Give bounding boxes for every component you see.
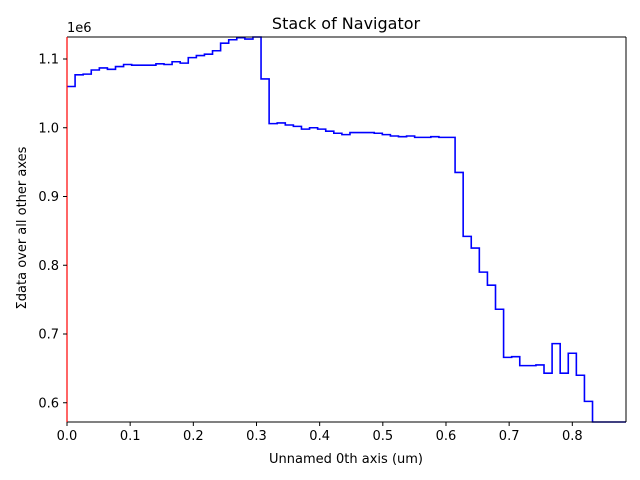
x-tick-label: 0.2 <box>183 429 204 444</box>
y-tick-label: 0.8 <box>38 259 59 274</box>
y-tick-label: 1.0 <box>38 121 59 136</box>
y-axis-label: Σdata over all other axes <box>15 146 30 309</box>
y-axis-ticks: 0.6 0.7 0.8 0.9 1.0 1.1 <box>38 53 67 411</box>
x-tick-label: 0.1 <box>120 429 141 444</box>
x-axis-ticks: 0.0 0.1 0.2 0.3 0.4 0.5 0.6 0.7 0.8 <box>57 422 583 444</box>
axes-spines <box>66 36 627 423</box>
y-offset-label: 1e6 <box>67 21 92 36</box>
x-tick-label: 0.5 <box>372 429 393 444</box>
x-axis-label: Unnamed 0th axis (um) <box>269 452 423 467</box>
x-tick-label: 0.4 <box>309 429 330 444</box>
x-tick-label: 0.0 <box>57 429 78 444</box>
x-tick-label: 0.3 <box>246 429 267 444</box>
series-layer <box>67 36 626 423</box>
chart-title: Stack of Navigator <box>272 14 421 33</box>
x-tick-label: 0.8 <box>562 429 583 444</box>
y-tick-label: 0.6 <box>38 396 59 411</box>
y-tick-label: 1.1 <box>38 53 59 68</box>
x-tick-label: 0.7 <box>499 429 520 444</box>
x-tick-label: 0.6 <box>436 429 457 444</box>
y-tick-label: 0.7 <box>38 328 59 343</box>
y-tick-label: 0.9 <box>38 190 59 205</box>
series-line <box>67 36 626 423</box>
